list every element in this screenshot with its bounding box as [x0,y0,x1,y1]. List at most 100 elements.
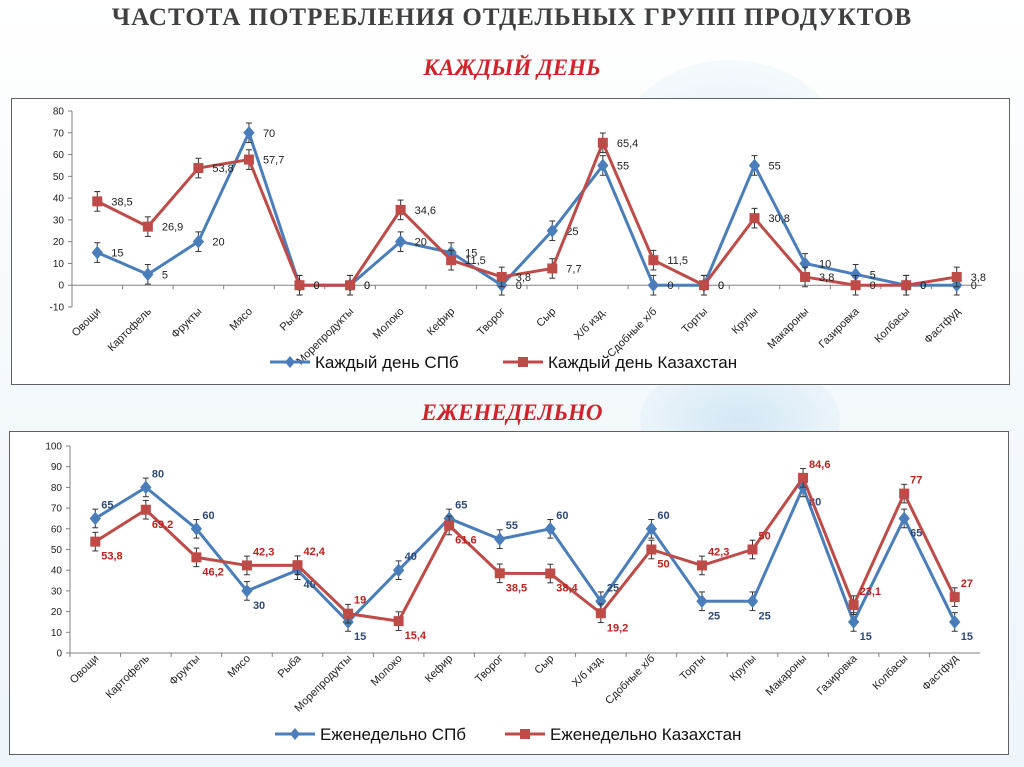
data-label: 15 [111,248,123,260]
y-tick-label: 10 [51,628,63,639]
chart-weekly: 0 10 20 30 40 50 60 70 80 90 100 Овощи Картофель Фрук… [45,442,980,744]
data-label: 42,3 [253,546,274,558]
data-label: 0 [718,280,724,292]
data-point-marker [292,560,303,571]
data-point-marker [747,544,758,555]
y-tick-label: 70 [51,504,63,515]
data-label: 65 [455,499,467,511]
data-point-marker [800,271,811,282]
data-label: 60 [556,510,568,522]
data-point-marker [345,280,356,291]
legend-label: Еженедельно СПб [320,725,466,744]
data-point-marker [241,560,252,571]
data-point-marker [393,616,404,627]
series-line [94,476,957,623]
data-label: 60 [202,510,214,522]
data-label: 15 [354,631,366,643]
data-point-marker [696,594,708,609]
x-tick-label: Молоко [371,306,407,342]
x-tick-label: Х/б изд. [570,653,607,690]
data-point-marker [496,271,507,282]
data-point-marker [597,137,608,148]
x-tick-label: Фастфуд [920,652,961,693]
y-tick-label: 50 [53,172,65,183]
legend-marker [518,357,528,367]
data-point-marker [595,608,606,619]
data-label: 38,5 [506,582,527,594]
x-tick-label: Овощи [68,653,102,687]
data-label: 57,7 [263,155,284,167]
x-tick-label: Сдобные х/б [605,306,659,360]
series-line [94,485,957,624]
y-tick-label: 90 [51,462,63,473]
data-point-marker [89,511,101,526]
data-point-marker [241,584,253,598]
data-point-marker [190,522,203,536]
data-label: 40 [304,579,316,591]
x-tick-label: Крупы [730,306,761,337]
data-point-marker [746,594,759,609]
data-point-marker [91,245,103,260]
x-tick-label: Картофель [106,305,155,354]
legend-marker [520,729,530,739]
data-label: 5 [870,269,876,281]
data-point-marker [394,234,407,249]
data-label: 53,8 [212,163,233,175]
data-label: 84,6 [809,459,830,471]
x-tick-label: Фрукты [169,306,204,341]
y-tick-label: 80 [53,107,65,118]
x-tick-label: Крупы [728,653,759,684]
data-label: 20 [415,237,427,249]
data-point-marker [951,271,962,282]
data-point-marker [749,213,760,224]
data-label: 42,4 [304,546,326,558]
y-tick-label: -10 [50,303,65,314]
data-label: 0 [364,280,370,292]
x-tick-label: Фастфуд [922,305,963,346]
data-point-marker [847,615,860,629]
y-tick-label: 40 [53,194,65,205]
data-point-marker [798,472,809,483]
data-label: 25 [759,610,771,622]
data-point-marker [545,568,556,579]
x-tick-label: Молоко [369,653,405,689]
x-tick-label: Торты [678,653,708,683]
data-label: 27 [961,578,973,590]
data-point-marker [494,568,505,579]
data-point-marker [645,522,658,536]
page-title: ЧАСТОТА ПОТРЕБЛЕНИЯ ОТДЕЛЬНЫХ ГРУПП ПРОД… [111,4,913,31]
data-label: 0 [314,280,320,292]
data-label: 11,5 [465,255,486,267]
section-title-daily: КАЖДЫЙ ДЕНЬ [423,55,601,80]
x-tick-label: Макароны [763,653,809,699]
data-point-marker [392,563,405,577]
y-tick-label: 100 [45,442,62,453]
data-label: 10 [819,258,831,270]
data-point-marker [140,504,151,515]
data-point-marker [191,552,202,563]
data-label: 65 [101,499,113,511]
data-label: 23,1 [860,586,881,598]
data-point-marker [546,223,558,238]
x-tick-label: Макароны [765,306,811,352]
data-point-marker [395,204,406,215]
data-label: 3,8 [819,272,834,284]
data-label: 19 [354,595,366,607]
data-label: 0 [971,280,977,292]
data-label: 53,8 [101,551,122,563]
x-tick-label: Сыр [532,653,556,677]
data-label: 15 [860,631,872,643]
data-point-marker [898,511,910,526]
data-label: 50 [657,559,669,571]
data-label: 61,6 [455,534,476,546]
data-point-marker [547,263,558,274]
x-tick-label: Рыба [276,652,304,680]
data-label: 15 [465,248,477,260]
data-point-marker [646,544,657,555]
data-label: 55 [617,160,629,172]
data-label: 65 [910,527,922,539]
y-tick-label: 80 [51,483,63,494]
data-label: 3,8 [516,272,531,284]
data-point-marker [949,615,961,629]
y-tick-label: 20 [51,607,63,618]
